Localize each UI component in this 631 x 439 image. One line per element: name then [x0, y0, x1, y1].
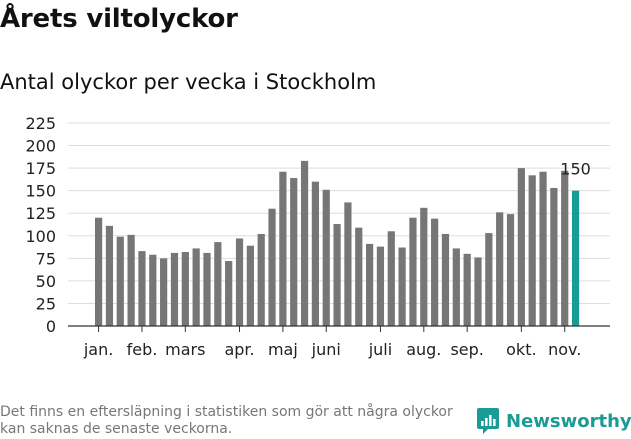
x-tick-label: juli — [368, 340, 392, 359]
bar[interactable] — [214, 242, 222, 326]
brand-logo[interactable]: Newsworthy — [476, 407, 631, 435]
weekly-accidents-bar-chart: 0 25 50 75 100 125 150 175 200 225 jan. feb. mars ap… — [25, 114, 610, 359]
latest-value-label: 150 — [560, 160, 591, 179]
bar[interactable] — [550, 187, 558, 326]
bar[interactable] — [268, 208, 276, 326]
x-tick-label: feb. — [127, 340, 158, 359]
bar[interactable] — [279, 171, 287, 326]
x-tick-label: apr. — [224, 340, 254, 359]
y-tick-label: 175 — [25, 159, 56, 178]
bar[interactable] — [333, 224, 341, 326]
x-tick-label: maj — [268, 340, 298, 359]
brand-name: Newsworthy — [506, 410, 631, 432]
y-tick-label: 25 — [36, 294, 56, 313]
bar[interactable] — [300, 160, 309, 326]
bar[interactable] — [452, 248, 460, 326]
bar[interactable] — [257, 233, 265, 326]
bar[interactable] — [355, 227, 363, 326]
bar[interactable] — [149, 254, 157, 326]
y-tick-label: 0 — [46, 317, 56, 336]
bar[interactable] — [561, 170, 569, 326]
bar[interactable] — [506, 214, 515, 326]
x-tick-label: sep. — [450, 340, 483, 359]
chart-subtitle: Antal olyckor per vecka i Stockholm — [0, 70, 377, 94]
bar[interactable] — [398, 247, 406, 326]
bar[interactable] — [170, 252, 179, 326]
bar[interactable] — [95, 217, 103, 326]
bar[interactable] — [517, 168, 525, 326]
y-tick-label: 125 — [25, 204, 56, 223]
bar[interactable] — [344, 202, 352, 326]
y-tick-label: 200 — [25, 137, 56, 156]
bar[interactable] — [181, 252, 189, 326]
x-tick-label: aug. — [406, 340, 441, 359]
bar[interactable] — [441, 233, 450, 326]
bar[interactable] — [127, 234, 135, 326]
bar[interactable] — [160, 258, 168, 326]
y-tick-label: 150 — [25, 182, 56, 201]
bar[interactable] — [246, 245, 254, 326]
chart-title: Årets viltolyckor — [0, 4, 238, 34]
bar[interactable] — [528, 175, 536, 326]
footnote: Det finns en eftersläpning i statistiken… — [0, 404, 453, 437]
bar[interactable] — [496, 212, 504, 326]
data-labels: 150 — [560, 160, 591, 179]
x-tick-label: juni — [311, 340, 341, 359]
bar-latest-week[interactable] — [571, 190, 580, 326]
bar[interactable] — [105, 225, 114, 326]
bar[interactable] — [431, 218, 439, 326]
x-tick-label: okt. — [506, 340, 536, 359]
bar[interactable] — [366, 243, 374, 326]
bar[interactable] — [485, 233, 493, 326]
bar[interactable] — [311, 181, 319, 326]
bar[interactable] — [192, 248, 200, 326]
bar[interactable] — [290, 178, 298, 326]
bar[interactable] — [409, 217, 417, 326]
x-axis-ticks: jan. feb. mars apr. maj juni juli aug. sep. okt. n… — [83, 326, 581, 359]
x-tick-label: jan. — [83, 340, 113, 359]
x-tick-label: mars — [165, 340, 205, 359]
bar[interactable] — [420, 207, 428, 326]
bar[interactable] — [138, 251, 146, 326]
bar[interactable] — [322, 189, 330, 326]
bar[interactable] — [463, 253, 471, 326]
bar[interactable] — [116, 236, 124, 326]
bars — [95, 160, 580, 326]
y-tick-label: 225 — [25, 114, 56, 133]
bar[interactable] — [225, 261, 233, 326]
newsworthy-logo-icon — [477, 408, 499, 434]
x-tick-label: nov. — [548, 340, 581, 359]
bar[interactable] — [235, 238, 244, 326]
y-axis-ticks: 0 25 50 75 100 125 150 175 200 225 — [25, 114, 56, 336]
bar[interactable] — [474, 257, 482, 326]
y-tick-label: 50 — [36, 272, 56, 291]
bar[interactable] — [203, 252, 211, 326]
bar[interactable] — [376, 246, 385, 326]
bar[interactable] — [387, 231, 395, 326]
bar[interactable] — [539, 171, 547, 326]
y-tick-label: 75 — [36, 249, 56, 268]
y-tick-label: 100 — [25, 227, 56, 246]
